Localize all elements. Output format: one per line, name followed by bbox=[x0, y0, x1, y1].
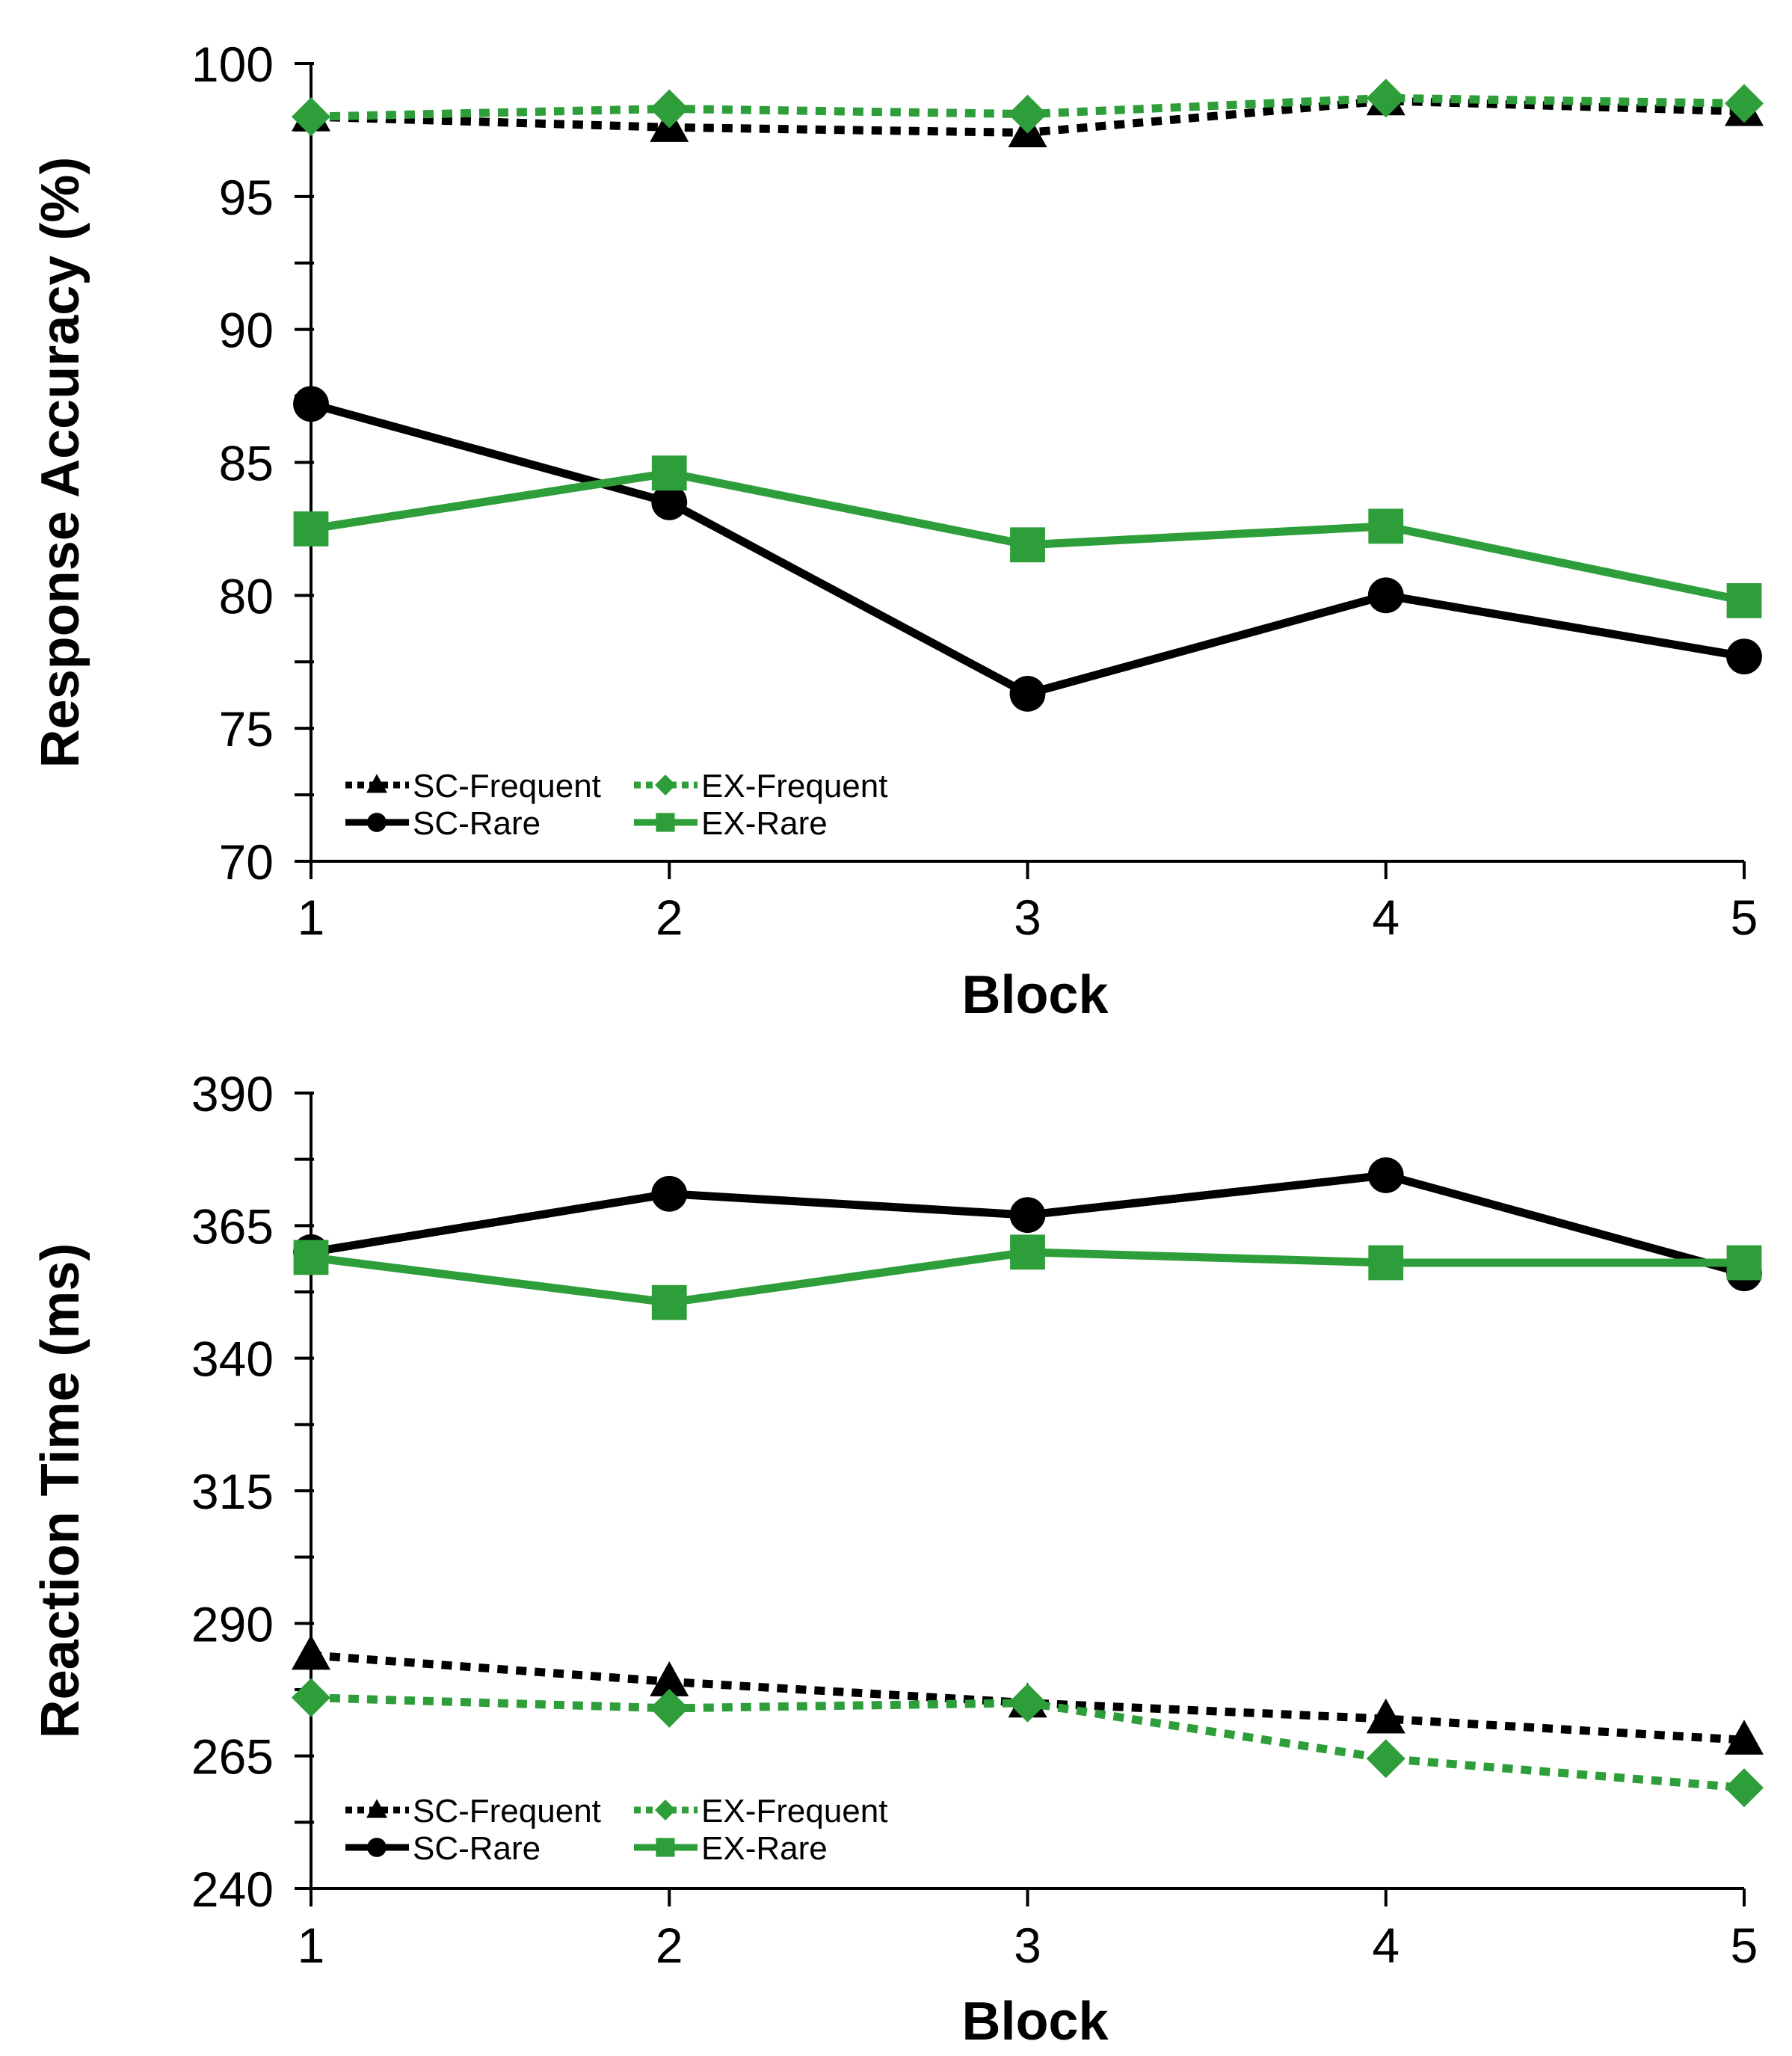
legend-swatch-marker bbox=[655, 775, 676, 795]
data-point-sc-frequent bbox=[1366, 1698, 1405, 1734]
data-point-sc-rare bbox=[293, 386, 329, 422]
x-tick-label: 1 bbox=[298, 890, 325, 945]
data-point-ex-frequent bbox=[650, 1688, 689, 1728]
data-point-ex-frequent bbox=[1725, 1768, 1764, 1808]
legend-swatch-marker bbox=[366, 774, 387, 793]
y-axis-title: Response Accuracy (%) bbox=[31, 157, 90, 769]
data-point-ex-frequent bbox=[292, 1678, 330, 1717]
x-tick-label: 5 bbox=[1731, 1918, 1758, 1973]
data-point-sc-frequent bbox=[1725, 1720, 1764, 1755]
y-tick-label: 315 bbox=[191, 1464, 274, 1519]
data-point-ex-frequent bbox=[1725, 84, 1764, 123]
legend-swatch-marker bbox=[656, 1838, 675, 1857]
legend-swatch-marker bbox=[655, 1800, 676, 1820]
data-point-sc-rare bbox=[1367, 1157, 1404, 1193]
y-tick-label: 290 bbox=[191, 1596, 274, 1652]
data-point-ex-rare bbox=[1726, 583, 1762, 618]
legend-label: EX-Frequent bbox=[701, 1793, 887, 1829]
legend-swatch-marker bbox=[367, 1838, 387, 1857]
data-point-ex-rare bbox=[1368, 508, 1404, 544]
legend-label: SC-Rare bbox=[413, 805, 541, 842]
y-tick-label: 390 bbox=[191, 1066, 274, 1121]
y-tick-label: 85 bbox=[219, 436, 274, 491]
legend-label: SC-Frequent bbox=[413, 1793, 601, 1829]
y-tick-label: 90 bbox=[219, 303, 274, 358]
data-point-ex-frequent bbox=[1366, 79, 1405, 118]
data-point-sc-rare bbox=[1367, 577, 1404, 614]
data-point-ex-rare bbox=[1010, 1234, 1045, 1270]
legend-label: EX-Frequent bbox=[701, 768, 887, 804]
data-point-sc-rare bbox=[651, 1175, 688, 1212]
y-tick-label: 340 bbox=[191, 1332, 274, 1387]
data-point-ex-rare bbox=[651, 1284, 687, 1320]
x-tick-label: 4 bbox=[1372, 1918, 1400, 1973]
data-point-sc-rare bbox=[1009, 676, 1046, 712]
y-tick-label: 80 bbox=[219, 568, 274, 624]
data-point-sc-rare bbox=[1009, 1197, 1046, 1234]
x-tick-label: 4 bbox=[1372, 890, 1400, 945]
data-point-sc-frequent bbox=[292, 1634, 330, 1670]
y-tick-label: 100 bbox=[191, 37, 274, 92]
legend-label: EX-Rare bbox=[701, 1830, 828, 1867]
y-tick-label: 75 bbox=[219, 701, 274, 757]
y-tick-label: 240 bbox=[191, 1862, 274, 1917]
x-tick-label: 5 bbox=[1731, 890, 1758, 945]
x-tick-label: 2 bbox=[656, 1918, 683, 1973]
legend-swatch-marker bbox=[366, 1799, 387, 1818]
data-point-ex-rare bbox=[1726, 1245, 1762, 1281]
data-point-ex-frequent bbox=[292, 97, 330, 137]
data-point-ex-rare bbox=[1010, 527, 1045, 563]
y-tick-label: 70 bbox=[219, 834, 274, 890]
x-tick-label: 2 bbox=[656, 890, 683, 945]
data-point-ex-rare bbox=[651, 455, 687, 491]
data-point-ex-frequent bbox=[1008, 94, 1047, 134]
x-axis-title: Block bbox=[961, 1992, 1109, 2052]
legend-swatch-marker bbox=[656, 813, 675, 832]
data-point-ex-frequent bbox=[1008, 1683, 1047, 1723]
data-point-sc-frequent bbox=[650, 1661, 689, 1696]
data-point-ex-rare bbox=[1368, 1245, 1404, 1281]
legend-label: SC-Rare bbox=[413, 1830, 541, 1867]
legend-label: EX-Rare bbox=[701, 805, 828, 842]
y-tick-label: 365 bbox=[191, 1198, 274, 1254]
y-axis-title: Reaction Time (ms) bbox=[31, 1243, 90, 1739]
data-point-ex-rare bbox=[293, 511, 329, 547]
data-point-ex-frequent bbox=[650, 89, 689, 129]
y-tick-label: 265 bbox=[191, 1729, 274, 1785]
data-point-ex-frequent bbox=[1366, 1739, 1405, 1779]
x-tick-label: 1 bbox=[298, 1918, 325, 1973]
y-tick-label: 95 bbox=[219, 170, 274, 225]
data-point-sc-rare bbox=[1726, 638, 1762, 675]
x-tick-label: 3 bbox=[1014, 890, 1041, 945]
x-axis-title: Block bbox=[961, 965, 1109, 1025]
x-tick-label: 3 bbox=[1014, 1918, 1041, 1973]
legend-label: SC-Frequent bbox=[413, 768, 601, 804]
legend-swatch-marker bbox=[367, 813, 387, 832]
data-point-sc-rare bbox=[651, 484, 688, 520]
data-point-ex-rare bbox=[293, 1240, 329, 1275]
